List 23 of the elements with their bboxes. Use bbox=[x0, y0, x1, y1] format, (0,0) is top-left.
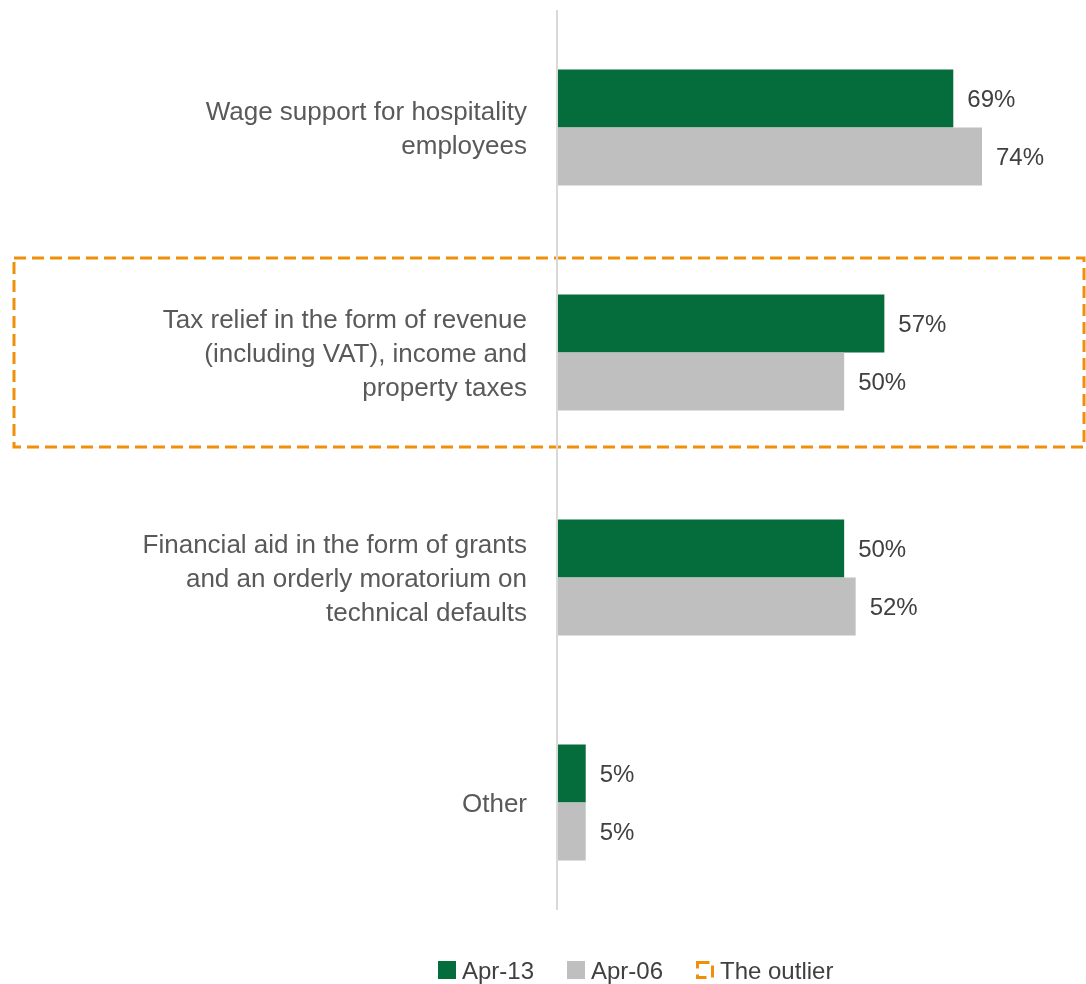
bar bbox=[557, 802, 586, 861]
data-label: 5% bbox=[599, 818, 635, 845]
bar bbox=[557, 577, 856, 636]
data-label: 50% bbox=[858, 535, 907, 562]
bar bbox=[557, 519, 845, 578]
data-label: 74% bbox=[996, 143, 1045, 170]
bar bbox=[557, 69, 954, 128]
y-tick-label: Tax relief in the form of revenue (including VAT), income and property taxes bbox=[162, 303, 527, 402]
bar bbox=[557, 744, 586, 803]
data-label: 50% bbox=[858, 368, 907, 395]
y-tick-label: Other bbox=[461, 787, 528, 818]
legend-label: Apr-06 bbox=[591, 956, 664, 984]
bar bbox=[557, 127, 982, 186]
text: The outlier bbox=[720, 956, 834, 984]
bar bbox=[557, 294, 885, 353]
data-label: 69% bbox=[967, 85, 1016, 112]
data-label: 52% bbox=[869, 593, 918, 620]
data-label: 5% bbox=[599, 760, 635, 787]
y-tick-label: Financial aid in the form of grants and an orderly moratorium on technical defaults bbox=[142, 528, 527, 627]
legend-label: Apr-13 bbox=[462, 956, 535, 984]
bar bbox=[557, 352, 845, 411]
y-tick-label: Wage support for hospitality employees bbox=[205, 95, 527, 160]
data-label: 57% bbox=[898, 310, 947, 337]
